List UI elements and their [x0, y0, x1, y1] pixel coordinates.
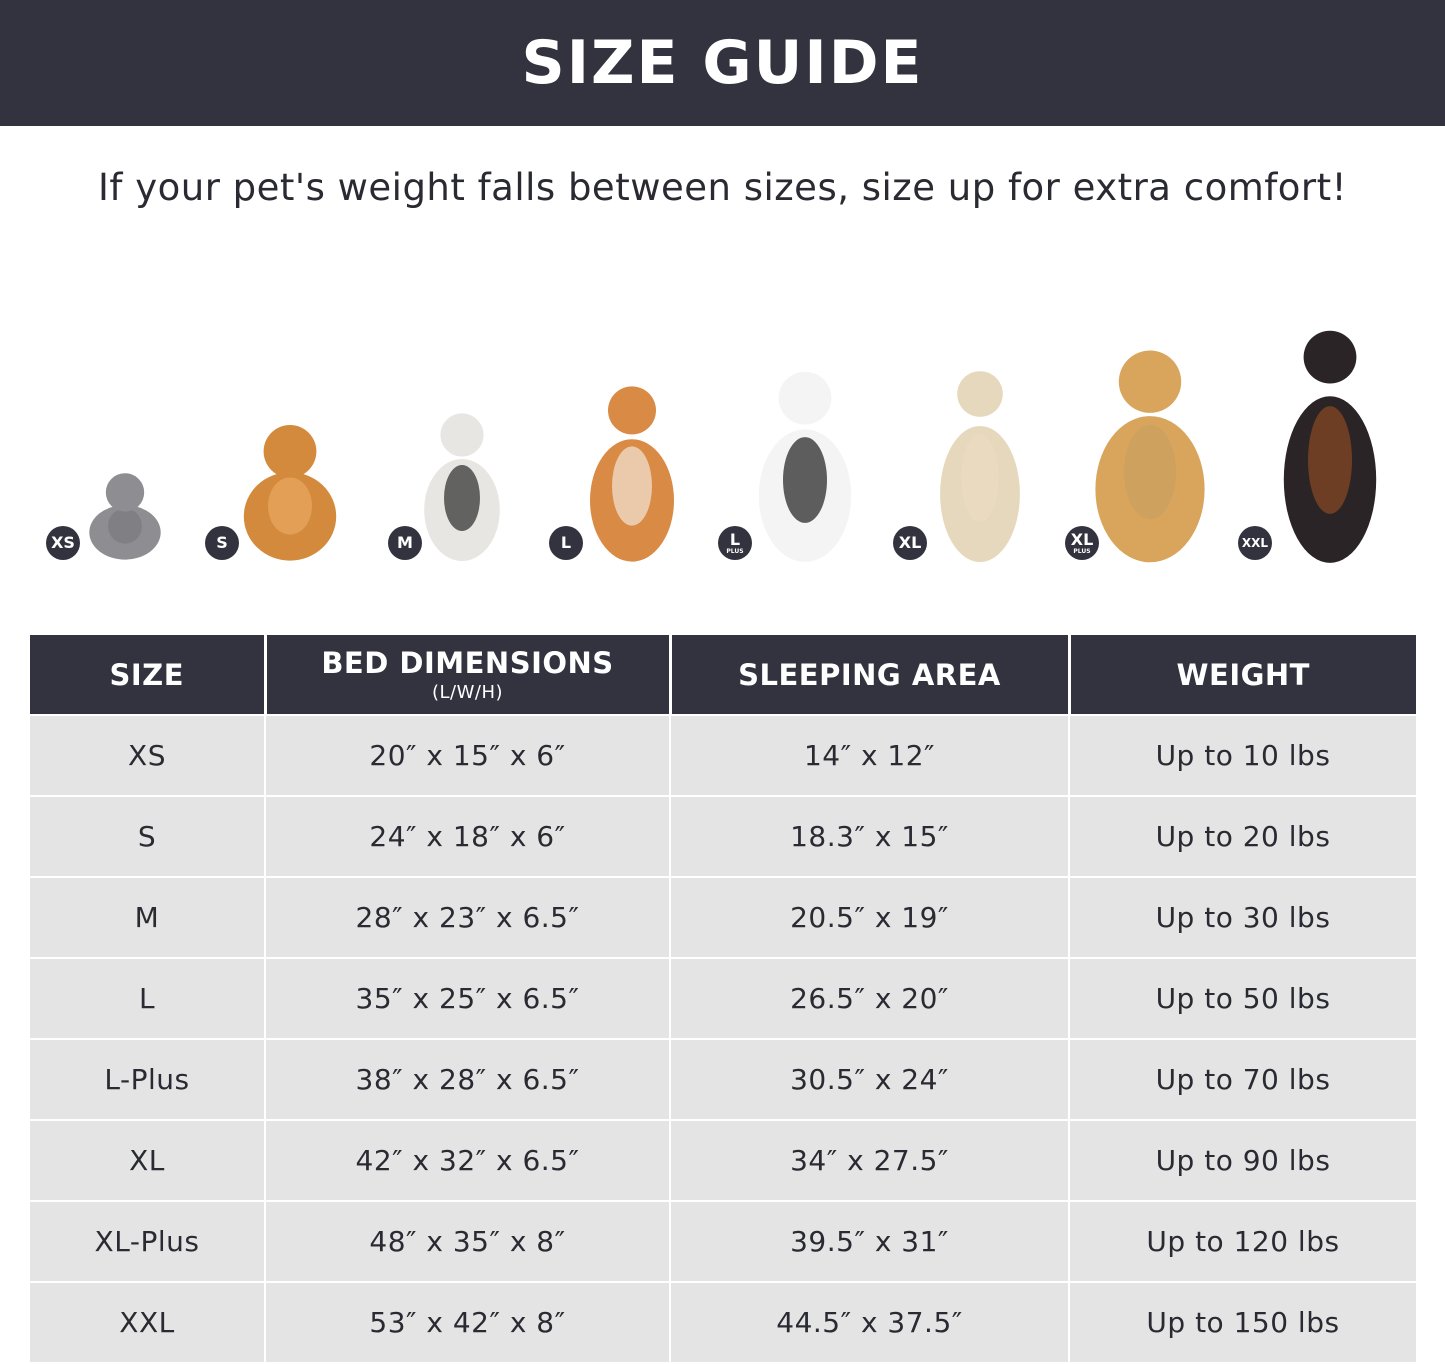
header-bed-dimensions: BED DIMENSIONS (L/W/H) [265, 635, 672, 715]
badge-label: XXL [1241, 536, 1269, 550]
cell-sleep: 20.5″ x 19″ [670, 876, 1070, 959]
size-badge: XL [893, 526, 927, 560]
badge-label: L [729, 529, 741, 549]
french-bulldog-image [424, 413, 500, 561]
labrador-image [940, 371, 1020, 562]
badge-label: XL [1070, 529, 1094, 549]
cell-weight: Up to 70 lbs [1069, 1038, 1416, 1121]
cell-sleep: 14″ x 12″ [670, 714, 1070, 797]
doberman-image [1283, 330, 1377, 563]
header-sleeping-area: SLEEPING AREA [670, 635, 1071, 715]
cell-weight: Up to 150 lbs [1069, 1281, 1416, 1364]
cell-bed: 38″ x 28″ x 6.5″ [265, 1038, 671, 1121]
cell-bed: 42″ x 32″ x 6.5″ [265, 1119, 671, 1202]
size-badge: L PLUS [718, 526, 752, 560]
cell-bed: 48″ x 35″ x 8″ [265, 1200, 671, 1283]
cell-bed: 35″ x 25″ x 6.5″ [265, 957, 671, 1040]
border-collie-image [758, 371, 852, 562]
pomeranian-image [243, 425, 337, 561]
table-row: L 35″ x 25″ x 6.5″ 26.5″ x 20″ Up to 50 lbs [30, 957, 1416, 1040]
cell-weight: Up to 20 lbs [1069, 795, 1416, 878]
table-row: S 24″ x 18″ x 6″ 18.3″ x 15″ Up to 20 lbs [30, 795, 1416, 878]
cell-weight: Up to 90 lbs [1069, 1119, 1416, 1202]
page-title: SIZE GUIDE [521, 28, 924, 98]
cell-bed: 20″ x 15″ x 6″ [265, 714, 671, 797]
cell-weight: Up to 10 lbs [1069, 714, 1416, 797]
table-row: XL 42″ x 32″ x 6.5″ 34″ x 27.5″ Up to 90 lb… [30, 1119, 1416, 1202]
badge-label: XS [51, 533, 75, 552]
header-size: SIZE [30, 635, 267, 715]
header-bed-unit: (L/W/H) [431, 682, 504, 703]
badge-plus: PLUS [726, 547, 744, 555]
subtitle: If your pet's weight falls between sizes… [98, 166, 1347, 209]
cat-image [89, 473, 161, 560]
cell-sleep: 39.5″ x 31″ [670, 1200, 1070, 1283]
badge-label: S [216, 533, 228, 552]
size-table: SIZE BED DIMENSIONS (L/W/H) SLEEPING AREA… [30, 635, 1416, 1364]
header-bed-label: BED DIMENSIONS [321, 646, 614, 680]
header-weight: WEIGHT [1069, 635, 1416, 715]
pet-lineup: XS S M L L PLUS XL XL PLUS XXL [0, 280, 1445, 580]
cell-weight: Up to 30 lbs [1069, 876, 1416, 959]
size-badge: M [388, 526, 422, 560]
cell-bed: 24″ x 18″ x 6″ [265, 795, 671, 878]
table-row: L-Plus 38″ x 28″ x 6.5″ 30.5″ x 24″ Up to 7… [30, 1038, 1416, 1121]
size-badge: S [205, 526, 239, 560]
cell-size: L-Plus [30, 1038, 266, 1121]
cell-weight: Up to 50 lbs [1069, 957, 1416, 1040]
cell-size: M [30, 876, 266, 959]
size-badge: XS [46, 526, 80, 560]
badge-label: L [560, 533, 572, 552]
cell-size: XXL [30, 1281, 266, 1364]
cell-size: XS [30, 714, 266, 797]
badge-plus: PLUS [1073, 547, 1091, 555]
cell-bed: 28″ x 23″ x 6.5″ [265, 876, 671, 959]
cell-sleep: 44.5″ x 37.5″ [670, 1281, 1070, 1364]
table-row: XXL 53″ x 42″ x 8″ 44.5″ x 37.5″ Up to 150 … [30, 1281, 1416, 1364]
size-badge: L [549, 526, 583, 560]
pet-illustrations [89, 330, 1377, 563]
cell-weight: Up to 120 lbs [1069, 1200, 1416, 1283]
badge-label: M [397, 533, 413, 552]
table-header-row: SIZE BED DIMENSIONS (L/W/H) SLEEPING AREA… [30, 635, 1416, 715]
cell-sleep: 34″ x 27.5″ [670, 1119, 1070, 1202]
table-row: XS 20″ x 15″ x 6″ 14″ x 12″ Up to 10 lbs [30, 714, 1416, 797]
golden-retriever-image [1095, 350, 1205, 563]
cell-sleep: 30.5″ x 24″ [670, 1038, 1070, 1121]
size-badge: XXL [1238, 526, 1272, 560]
shiba-inu-image [590, 386, 674, 562]
cell-size: XL-Plus [30, 1200, 266, 1283]
cell-size: L [30, 957, 266, 1040]
cell-size: XL [30, 1119, 266, 1202]
badge-label: XL [898, 533, 922, 552]
table-row: XL-Plus 48″ x 35″ x 8″ 39.5″ x 31″ Up to 12… [30, 1200, 1416, 1283]
cell-bed: 53″ x 42″ x 8″ [265, 1281, 671, 1364]
cell-size: S [30, 795, 266, 878]
table-row: M 28″ x 23″ x 6.5″ 20.5″ x 19″ Up to 30 lbs [30, 876, 1416, 959]
cell-sleep: 18.3″ x 15″ [670, 795, 1070, 878]
cell-sleep: 26.5″ x 20″ [670, 957, 1070, 1040]
size-badge: XL PLUS [1065, 526, 1099, 560]
title-banner: SIZE GUIDE [0, 0, 1445, 126]
